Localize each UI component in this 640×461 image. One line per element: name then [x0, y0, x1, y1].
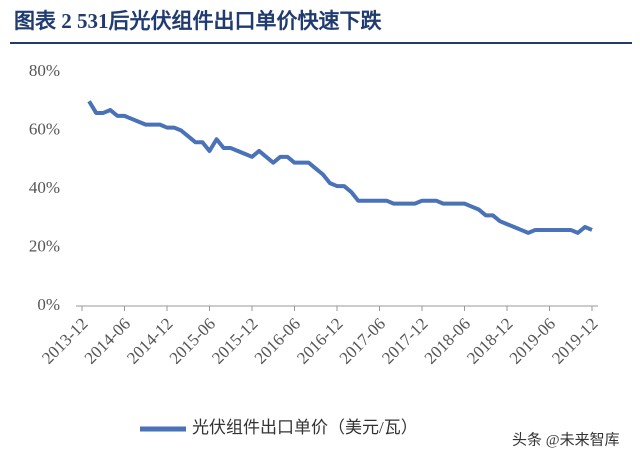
y-tick-label: 0%: [37, 295, 60, 314]
y-tick-label: 20%: [29, 236, 60, 255]
y-tick-label: 60%: [29, 119, 60, 138]
x-tick-label: 2016-12: [293, 314, 347, 368]
x-tick-label: 2019-12: [548, 314, 602, 368]
x-tick-label: 2018-06: [421, 314, 475, 368]
x-tick-label: 2014-06: [81, 314, 135, 368]
x-tick-label: 2016-06: [251, 314, 305, 368]
chart-title: 图表 2 531后光伏组件出口单价快速下跌: [14, 9, 382, 33]
x-tick-label: 2019-06: [506, 314, 560, 368]
y-tick-label: 80%: [29, 61, 60, 80]
x-tick-label: 2013-12: [38, 314, 92, 368]
x-tick-label: 2017-06: [336, 314, 390, 368]
y-tick-label: 40%: [29, 178, 60, 197]
x-tick-label: 2017-12: [378, 314, 432, 368]
x-tick-label: 2018-12: [463, 314, 517, 368]
watermark: 头条 @未来智库: [512, 430, 620, 448]
legend-label: 光伏组件出口单价（美元/瓦）: [192, 418, 418, 437]
x-tick-label: 2015-06: [166, 314, 220, 368]
x-tick-label: 2014-12: [123, 314, 177, 368]
x-tick-label: 2015-12: [208, 314, 262, 368]
series-line: [87, 100, 593, 235]
